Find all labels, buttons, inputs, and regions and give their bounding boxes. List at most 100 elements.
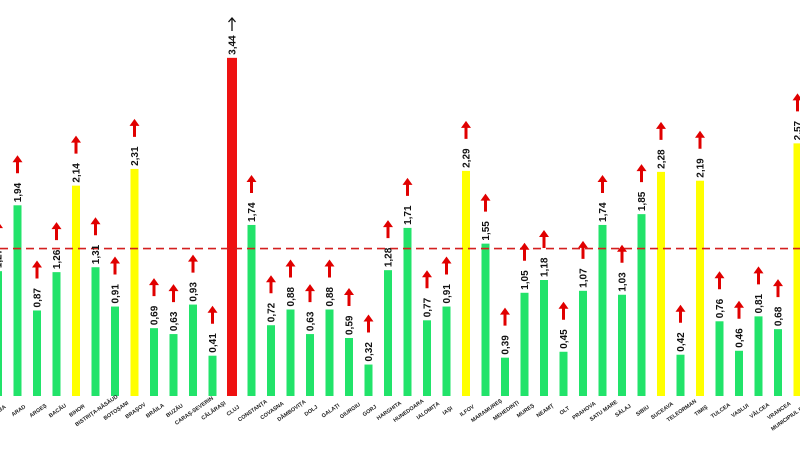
bar <box>754 316 763 396</box>
bar <box>208 355 217 396</box>
trend-arrow-icon <box>51 222 62 241</box>
bar <box>247 224 256 396</box>
bar <box>403 227 412 396</box>
category-label: NEAMȚ <box>536 403 556 419</box>
value-label: 0,91 <box>442 284 453 304</box>
value-label: 1,74 <box>598 202 609 222</box>
bar <box>267 325 275 396</box>
trend-arrow-icon <box>480 193 491 212</box>
value-label: 1,27 <box>0 248 5 268</box>
value-label: 2,28 <box>657 149 668 169</box>
category-label: GALAȚI <box>321 403 342 420</box>
bar <box>501 357 509 396</box>
value-label: 1,28 <box>384 247 395 267</box>
value-label: 0,42 <box>676 332 687 352</box>
trend-arrow-icon <box>597 174 608 193</box>
bar <box>774 329 782 396</box>
trend-arrow-icon <box>734 300 744 319</box>
bar <box>579 290 587 396</box>
trend-arrow-icon <box>656 121 666 140</box>
bar <box>559 351 568 396</box>
trend-arrow-icon <box>168 284 179 303</box>
trend-arrow-icon <box>228 17 236 31</box>
value-label: 1,94 <box>13 182 24 202</box>
bar <box>33 310 41 396</box>
bar <box>227 57 237 397</box>
value-label: 1,55 <box>481 221 492 241</box>
value-label: 0,88 <box>286 287 297 307</box>
category-label: SIBIU <box>635 405 650 418</box>
bar <box>52 272 61 396</box>
trend-arrow-icon <box>266 275 276 294</box>
trend-arrow-icon <box>71 135 81 154</box>
bar <box>364 364 373 396</box>
category-label: BACĂU <box>47 402 67 419</box>
bar <box>306 334 314 396</box>
trend-arrow-icon <box>0 223 3 229</box>
bar <box>540 280 548 396</box>
value-label: 0,88 <box>325 287 336 307</box>
category-label: DOLJ <box>304 405 319 418</box>
trend-arrow-icon <box>285 259 296 278</box>
bar <box>0 271 2 396</box>
bar <box>111 306 119 396</box>
value-label: 0,45 <box>559 329 570 349</box>
trend-arrow-icon <box>110 256 120 275</box>
trend-arrow-icon <box>12 155 23 174</box>
trend-arrow-icon <box>578 240 588 259</box>
trend-arrow-icon <box>675 304 686 323</box>
value-label: 0,77 <box>423 297 434 317</box>
trend-arrow-icon <box>363 314 374 333</box>
trend-arrow-icon <box>207 305 218 324</box>
bar <box>696 180 704 396</box>
bar <box>715 321 724 396</box>
trend-arrow-icon <box>149 278 159 297</box>
value-label: 0,93 <box>189 282 200 302</box>
category-label: VASLUI <box>731 403 751 420</box>
bar <box>481 243 490 396</box>
category-label: CLUJ <box>226 405 241 418</box>
value-label: 1,71 <box>403 205 414 225</box>
trend-arrow-icon <box>617 244 627 263</box>
bar <box>793 143 800 396</box>
value-label: 1,31 <box>91 244 102 264</box>
bar <box>72 185 80 396</box>
bar <box>169 334 178 396</box>
trend-arrow-icon <box>383 220 393 239</box>
trend-arrow-icon <box>402 177 413 196</box>
bar <box>286 309 295 396</box>
trend-arrow-icon <box>129 118 140 137</box>
value-label: 0,72 <box>267 302 278 322</box>
category-label: TULCEA <box>710 402 732 420</box>
trend-arrow-icon <box>246 174 257 193</box>
trend-arrow-icon <box>519 242 530 261</box>
category-label: OLT <box>559 405 572 416</box>
category-label: ARAD <box>11 404 27 418</box>
bar <box>442 306 451 396</box>
bar <box>520 292 529 396</box>
value-label: 1,74 <box>247 202 258 222</box>
value-label: 0,91 <box>111 284 122 304</box>
value-label: 0,46 <box>735 328 746 348</box>
bar <box>423 320 431 396</box>
value-label: 1,05 <box>520 270 531 290</box>
bar <box>384 270 392 396</box>
bar <box>637 214 646 396</box>
value-label: 0,81 <box>754 293 765 313</box>
trend-arrow-icon <box>792 93 800 112</box>
value-label: 0,69 <box>150 305 161 325</box>
value-label: 2,14 <box>72 163 83 183</box>
category-label: ALBA <box>0 404 7 418</box>
value-label: 2,19 <box>696 158 707 178</box>
bar <box>618 294 626 396</box>
bar <box>130 168 139 396</box>
value-label: 0,87 <box>33 288 44 308</box>
trend-arrow-icon <box>441 256 452 275</box>
trend-arrow-icon <box>422 270 432 289</box>
value-label: 1,03 <box>618 272 629 292</box>
bar <box>13 205 22 396</box>
trend-arrow-icon <box>461 120 471 139</box>
trend-arrow-icon <box>188 254 198 273</box>
value-label: 1,85 <box>637 191 648 211</box>
